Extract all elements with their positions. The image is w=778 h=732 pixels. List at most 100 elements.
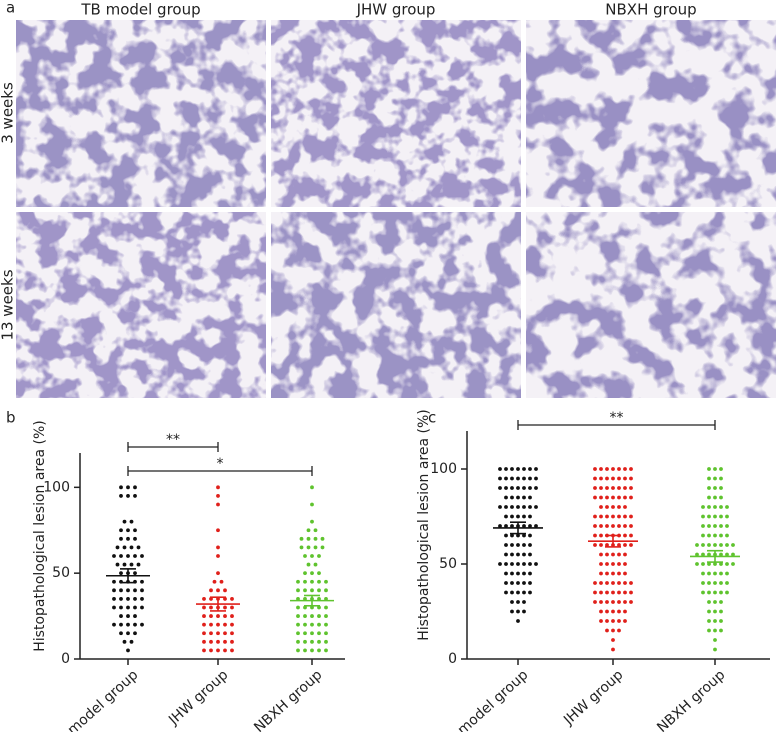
dot	[119, 631, 123, 636]
dot	[317, 554, 321, 558]
dot	[324, 631, 328, 636]
dot	[617, 476, 621, 481]
dot	[725, 581, 729, 585]
dot	[599, 619, 603, 623]
dot	[611, 590, 615, 595]
dot	[623, 619, 627, 623]
dot	[522, 467, 526, 471]
dot	[516, 562, 520, 566]
dot	[140, 588, 144, 593]
dot	[324, 579, 328, 584]
dot	[136, 562, 141, 567]
dot	[504, 514, 508, 519]
dot	[599, 562, 603, 566]
dot	[707, 628, 711, 633]
y-tick-label: 100	[430, 461, 457, 477]
dot	[593, 524, 597, 528]
dot	[528, 495, 532, 500]
y-tick-label: 0	[61, 651, 70, 667]
dot	[216, 571, 220, 576]
dot	[133, 528, 137, 533]
dot	[133, 605, 137, 610]
dot	[719, 495, 723, 500]
dot	[611, 505, 615, 509]
dot	[719, 524, 723, 528]
dot	[320, 536, 325, 541]
dot	[522, 562, 526, 566]
dot	[299, 536, 304, 541]
dot	[303, 588, 307, 593]
dot	[623, 514, 627, 519]
dot	[617, 581, 621, 585]
dot	[707, 505, 711, 509]
dot	[317, 622, 321, 627]
dot	[611, 524, 615, 528]
dot	[611, 486, 615, 490]
dot	[719, 590, 723, 595]
dot	[522, 552, 526, 557]
dot	[599, 571, 603, 576]
dot	[516, 609, 520, 614]
dot	[528, 581, 532, 585]
dot	[713, 590, 717, 595]
dot	[701, 562, 705, 566]
dot	[528, 562, 532, 566]
dot	[510, 524, 514, 528]
dot	[707, 524, 711, 528]
dot	[611, 562, 615, 566]
dot	[504, 524, 508, 528]
dot	[516, 581, 520, 585]
dot-series	[695, 467, 735, 652]
dot	[725, 590, 729, 595]
dot-series	[296, 485, 328, 653]
dot	[534, 486, 538, 490]
dot	[713, 514, 717, 519]
dot	[126, 528, 130, 533]
dot	[522, 590, 526, 595]
panel-label: b	[6, 409, 16, 427]
dot	[324, 622, 328, 627]
dot	[617, 600, 621, 604]
dot	[504, 562, 508, 566]
dot	[605, 495, 609, 500]
dot	[605, 581, 609, 585]
dot	[119, 485, 123, 490]
micrograph	[271, 212, 521, 398]
dot	[617, 609, 621, 614]
dot	[504, 543, 508, 547]
dot	[303, 571, 307, 576]
dot	[119, 588, 123, 593]
dot	[522, 581, 526, 585]
dot	[623, 533, 627, 538]
dot	[522, 486, 526, 490]
dot	[623, 562, 627, 566]
dot	[605, 571, 609, 576]
dot	[510, 495, 514, 500]
dot	[133, 631, 137, 636]
dot	[719, 467, 723, 471]
x-tick-label: JHW group	[165, 667, 231, 729]
dot	[122, 639, 127, 644]
dot	[611, 552, 615, 557]
dot	[719, 619, 723, 623]
dot	[219, 579, 224, 584]
dot	[136, 545, 141, 550]
dot	[303, 648, 307, 653]
dot	[593, 590, 597, 595]
dot	[119, 528, 123, 533]
dot	[510, 590, 514, 595]
dot	[310, 631, 314, 636]
dot	[719, 571, 723, 576]
dot	[126, 597, 130, 601]
y-tick-label: 100	[43, 479, 70, 495]
dot	[296, 648, 300, 653]
dot	[623, 524, 627, 528]
dot	[126, 622, 130, 627]
dot	[115, 562, 120, 567]
dot	[122, 545, 127, 550]
dot	[707, 571, 711, 576]
dot	[593, 533, 597, 538]
dot	[695, 562, 699, 566]
dot	[617, 628, 621, 633]
dot	[216, 502, 220, 507]
